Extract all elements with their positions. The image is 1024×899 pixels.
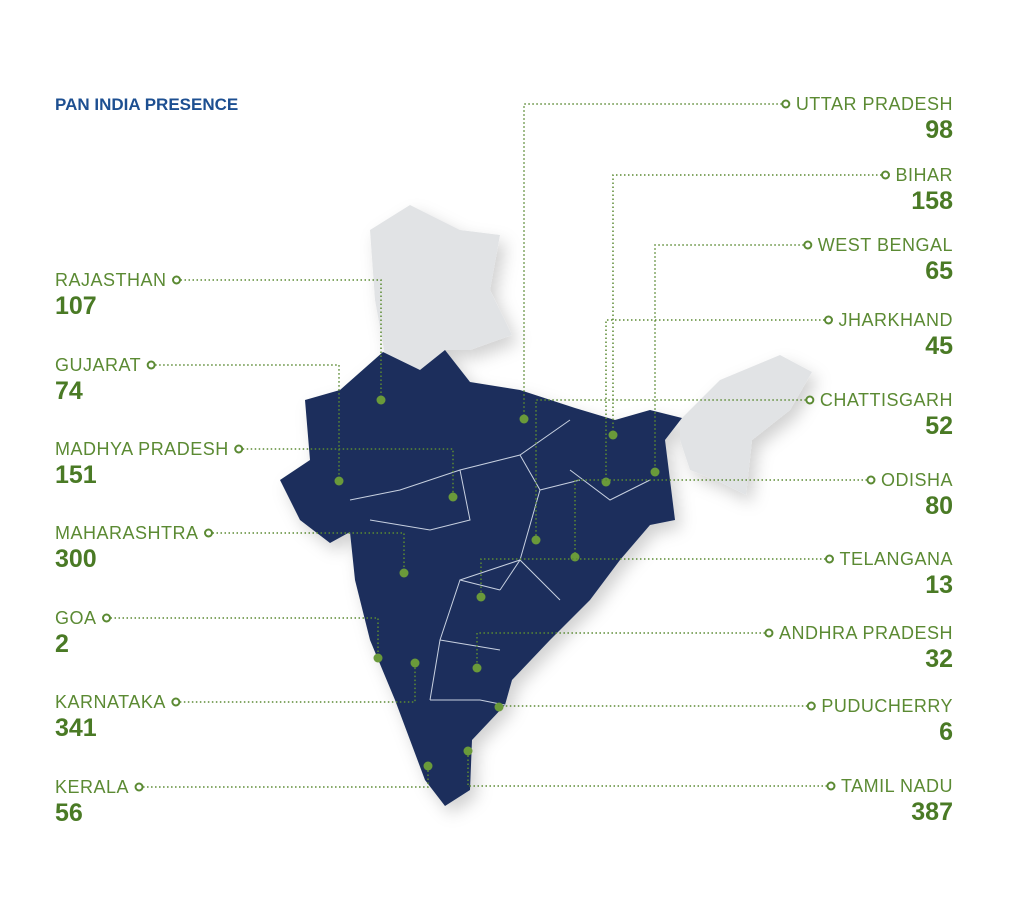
title: PAN INDIA PRESENCE (55, 95, 238, 114)
state-name: ANDHRA PRADESH (779, 623, 953, 643)
label-ring (171, 697, 181, 707)
location-dot (463, 746, 473, 756)
state-name: BIHAR (895, 165, 953, 185)
state-name: UTTAR PRADESH (796, 94, 953, 114)
location-dot (650, 467, 660, 477)
label-ring (102, 613, 112, 623)
label-ring (764, 628, 774, 638)
leader-line (155, 364, 340, 481)
location-dot (373, 653, 383, 663)
location-dot (531, 535, 541, 545)
state-count: 107 (55, 292, 97, 320)
state-name: GUJARAT (55, 355, 141, 375)
label-ring (781, 99, 791, 109)
location-dot (399, 568, 409, 578)
state-name: ODISHA (881, 470, 953, 490)
location-dot (608, 430, 618, 440)
state-count: 56 (55, 799, 83, 827)
location-dot (476, 592, 486, 602)
label-ring (805, 395, 815, 405)
state-count: 2 (55, 630, 69, 658)
state-name: KARNATAKA (55, 692, 166, 712)
label-ring (204, 528, 214, 538)
state-count: 80 (925, 492, 953, 520)
state-count: 98 (925, 116, 953, 144)
state-count: 52 (925, 412, 953, 440)
location-dot (519, 414, 529, 424)
state-name: CHATTISGARH (820, 390, 953, 410)
state-name: MAHARASHTRA (55, 523, 199, 543)
label-ring (824, 554, 834, 564)
location-dot (448, 492, 458, 502)
state-name: KERALA (55, 777, 129, 797)
state-count: 74 (55, 377, 83, 405)
label-ring (806, 701, 816, 711)
leader-line (179, 663, 416, 703)
state-name: PUDUCHERRY (821, 696, 953, 716)
state-name: TAMIL NADU (841, 776, 953, 796)
label-ring (826, 781, 836, 791)
region-north (370, 205, 512, 370)
label-ring (823, 315, 833, 325)
state-count: 300 (55, 545, 97, 573)
state-count: 158 (911, 187, 953, 215)
state-count: 6 (939, 718, 953, 746)
leader-line (605, 319, 825, 482)
label-ring (866, 475, 876, 485)
label-ring (803, 240, 813, 250)
state-name: RAJASTHAN (55, 270, 167, 290)
region-northeast (680, 355, 812, 495)
leader-line (110, 617, 379, 658)
state-name: WEST BENGAL (818, 235, 953, 255)
label-ring (146, 360, 156, 370)
state-count: 151 (55, 461, 97, 489)
leader-line (654, 244, 804, 472)
state-count: 32 (925, 645, 953, 673)
state-count: 45 (925, 332, 953, 360)
leader-line (180, 279, 382, 400)
state-count: 65 (925, 257, 953, 285)
state-count: 13 (925, 571, 953, 599)
location-dot (570, 552, 580, 562)
state-borders (349, 419, 651, 706)
leader-line (574, 479, 867, 557)
leader-line (467, 751, 827, 787)
map (280, 205, 812, 806)
location-dot (423, 761, 433, 771)
leader-line (612, 174, 882, 435)
state-name: GOA (55, 608, 97, 628)
label-ring (134, 782, 144, 792)
india-states (280, 350, 682, 806)
leader-line (498, 705, 808, 707)
location-dot (376, 395, 386, 405)
location-dot (472, 663, 482, 673)
state-name: MADHYA PRADESH (55, 439, 229, 459)
location-dot (410, 658, 420, 668)
state-name: TELANGANA (839, 549, 953, 569)
label-ring (234, 444, 244, 454)
state-count: 341 (55, 714, 97, 742)
location-dot (334, 476, 344, 486)
location-dot (601, 477, 611, 487)
label-ring (880, 170, 890, 180)
state-name: JHARKHAND (838, 310, 953, 330)
leader-line (143, 766, 429, 788)
state-count: 387 (911, 798, 953, 826)
location-dot (494, 702, 504, 712)
leader-line (480, 558, 826, 597)
label-ring (172, 275, 182, 285)
